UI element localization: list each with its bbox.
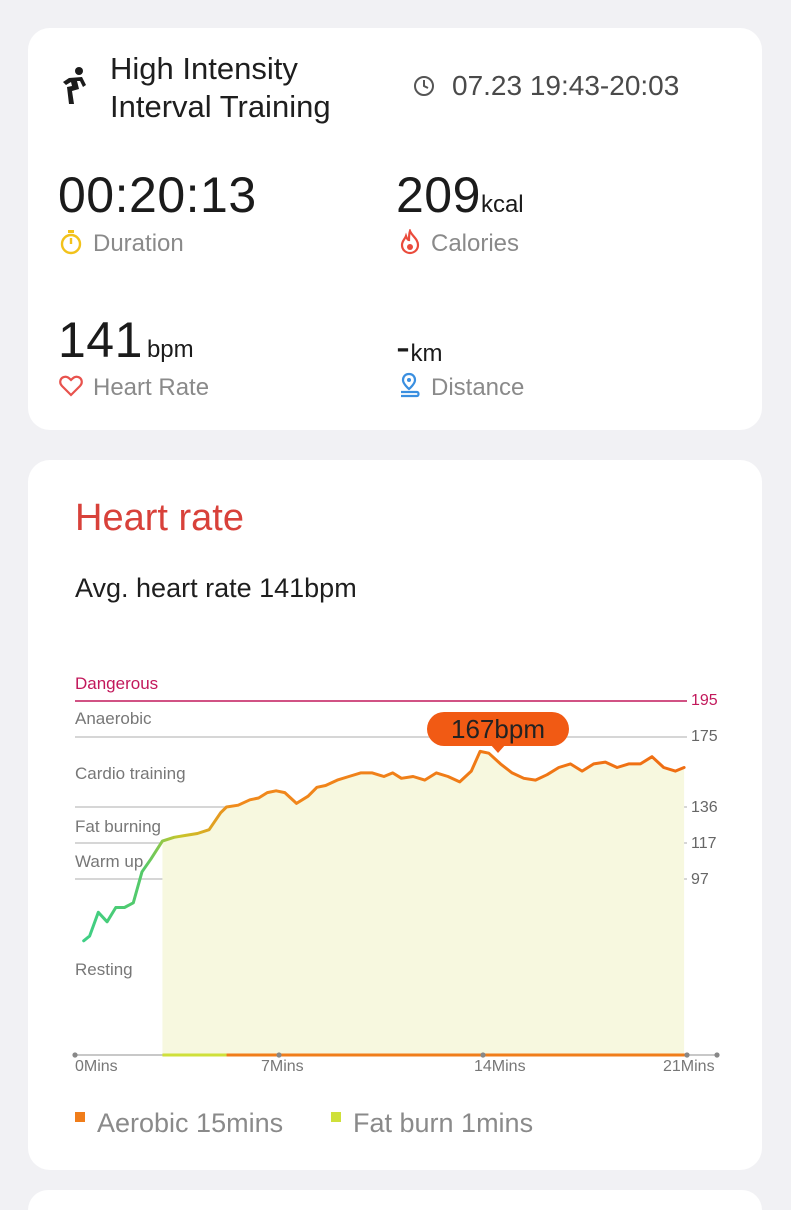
- legend-aerobic-label: Aerobic 15mins: [97, 1108, 284, 1138]
- location-route-icon: [397, 372, 421, 405]
- duration-label: Duration: [93, 230, 184, 257]
- x-tick-14: 14Mins: [474, 1058, 526, 1075]
- x-tick-dot-21: [684, 1052, 690, 1058]
- tooltip-pointer: [490, 744, 506, 753]
- zone-label-fat-burning: Fat burning: [75, 817, 161, 836]
- stopwatch-icon: [59, 229, 83, 260]
- next-card-peek: [28, 1190, 762, 1210]
- zone-value-175: 175: [691, 728, 718, 745]
- heart-rate-label: Heart Rate: [93, 374, 210, 401]
- distance-label: Distance: [431, 374, 525, 401]
- x-tick-dot-7: [276, 1052, 282, 1058]
- clock-icon: [413, 75, 435, 102]
- zone-label-resting: Resting: [75, 960, 133, 979]
- calories-value: 209: [396, 167, 481, 223]
- x-axis-end-dot: [714, 1052, 720, 1058]
- aerobic-zone-shade: [162, 751, 685, 1055]
- heart-rate-card: Heart rate Avg. heart rate 141bpm Danger…: [28, 460, 762, 1170]
- heart-rate-value-group: 141 bpm: [58, 311, 194, 369]
- zone-label-anaerobic: Anaerobic: [75, 709, 152, 728]
- activity-title-line2: Interval Training: [110, 89, 331, 124]
- heart-rate-section-title: Heart rate: [75, 497, 244, 539]
- x-tick-0: 0Mins: [75, 1058, 118, 1075]
- x-tick-dot-14: [480, 1052, 486, 1058]
- distance-unit: km: [410, 340, 443, 367]
- zone-label-cardio: Cardio training: [75, 764, 186, 783]
- zone-value-136: 136: [691, 799, 718, 816]
- distance-value: -: [396, 323, 411, 370]
- calories-unit: kcal: [480, 191, 524, 218]
- zone-label-dangerous: Dangerous: [75, 674, 159, 693]
- workout-summary-card: High Intensity Interval Training 07.23 1…: [28, 28, 762, 430]
- heart-rate-value: 141: [58, 312, 143, 368]
- average-heart-rate-text: Avg. heart rate 141bpm: [75, 573, 357, 603]
- workout-time-range: 07.23 19:43-20:03: [452, 70, 680, 101]
- calories-label: Calories: [431, 230, 520, 257]
- heart-rate-line: [82, 749, 686, 943]
- heart-rate-unit: bpm: [146, 336, 194, 363]
- x-tick-dot-0: [72, 1052, 78, 1058]
- flame-icon: [398, 227, 422, 260]
- x-tick-7: 7Mins: [261, 1058, 304, 1075]
- heart-rate-chart: [72, 700, 720, 1058]
- distance-value-group: -km: [396, 323, 443, 371]
- x-tick-21: 21Mins: [663, 1058, 715, 1075]
- legend-aerobic-swatch: [75, 1112, 85, 1122]
- zone-value-97: 97: [691, 871, 709, 888]
- activity-title-line1: High Intensity: [110, 51, 298, 86]
- legend-fat-burn-swatch: [331, 1112, 341, 1122]
- duration-value: 00:20:13: [58, 167, 257, 223]
- zone-value-117: 117: [691, 835, 717, 852]
- calories-value-group: 209kcal: [396, 166, 524, 224]
- running-figure-icon: [60, 66, 90, 111]
- heart-icon: [59, 375, 83, 402]
- zone-value-195: 195: [691, 692, 718, 709]
- zone-label-warm-up: Warm up: [75, 852, 144, 871]
- peak-heart-rate-tooltip: 167bpm: [427, 712, 569, 746]
- legend-fat-burn-label: Fat burn 1mins: [353, 1108, 534, 1138]
